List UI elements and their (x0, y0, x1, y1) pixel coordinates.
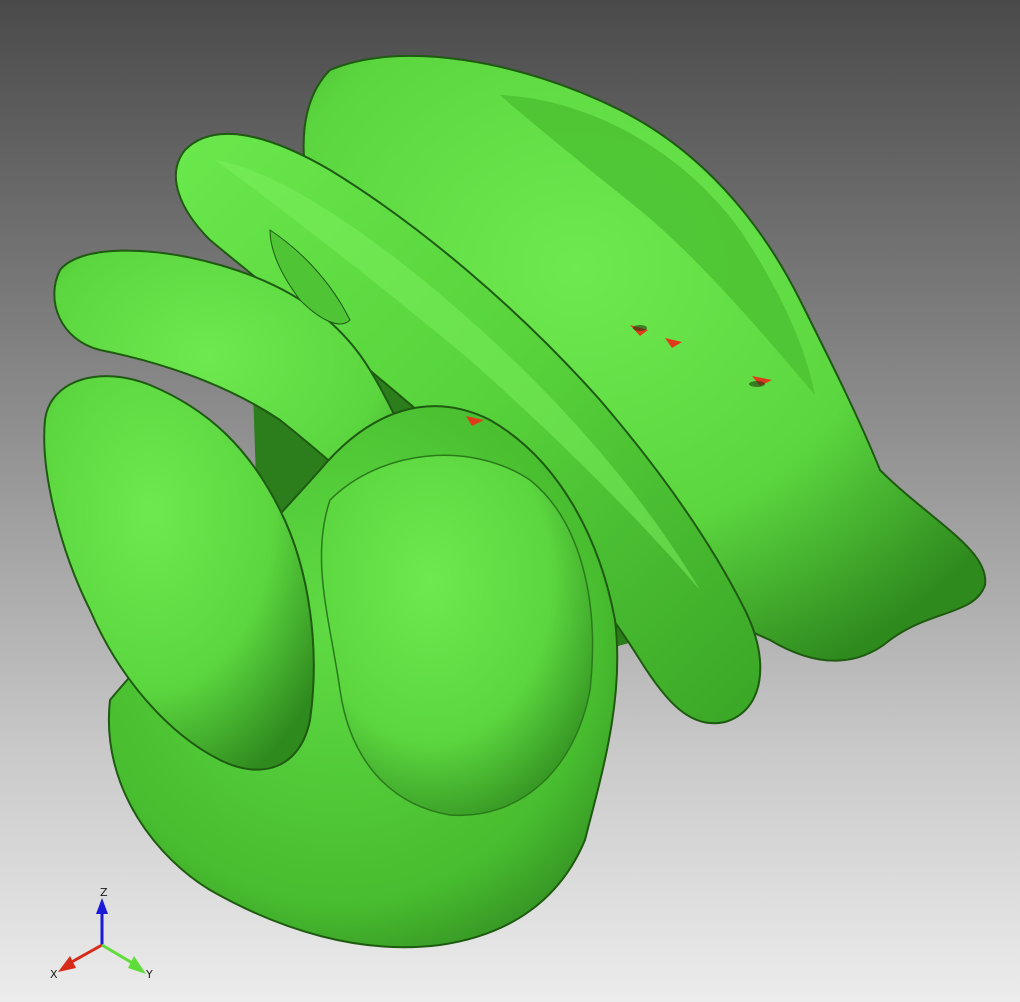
defect-markers (466, 325, 772, 426)
z-axis-arrow (96, 898, 108, 914)
x-axis-line (67, 943, 103, 966)
z-axis-label: Z (100, 886, 108, 899)
connector-bridge (269, 229, 351, 325)
orientation-axes: Z X Y (50, 886, 153, 981)
y-axis-line (101, 943, 135, 966)
y-axis-arrow (128, 956, 146, 974)
lower-center-bulge (320, 454, 594, 817)
left-lobe (43, 375, 315, 771)
y-axis-label: Y (145, 968, 153, 981)
x-axis-label: X (50, 968, 58, 981)
x-axis-arrow (58, 956, 76, 972)
right-lobe-ridge (500, 95, 815, 395)
